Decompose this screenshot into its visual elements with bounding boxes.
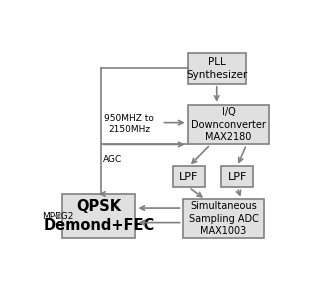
FancyBboxPatch shape (183, 200, 264, 238)
Text: I/Q
Downconverter
MAX2180: I/Q Downconverter MAX2180 (191, 107, 266, 142)
Text: QPSK
Demond+FEC: QPSK Demond+FEC (43, 199, 155, 233)
FancyBboxPatch shape (188, 53, 246, 84)
Text: LPF: LPF (228, 172, 247, 182)
Text: PLL
Synthesizer: PLL Synthesizer (186, 57, 247, 80)
FancyBboxPatch shape (62, 194, 135, 238)
FancyBboxPatch shape (221, 166, 253, 187)
Text: LPF: LPF (179, 172, 198, 182)
FancyBboxPatch shape (173, 166, 205, 187)
FancyBboxPatch shape (188, 105, 269, 144)
Text: Simultaneous
Sampling ADC
MAX1003: Simultaneous Sampling ADC MAX1003 (188, 201, 259, 236)
Text: MPEG2: MPEG2 (43, 212, 74, 221)
Text: 950MHZ to
2150MHz: 950MHZ to 2150MHz (104, 114, 154, 134)
Text: AGC: AGC (103, 155, 123, 164)
